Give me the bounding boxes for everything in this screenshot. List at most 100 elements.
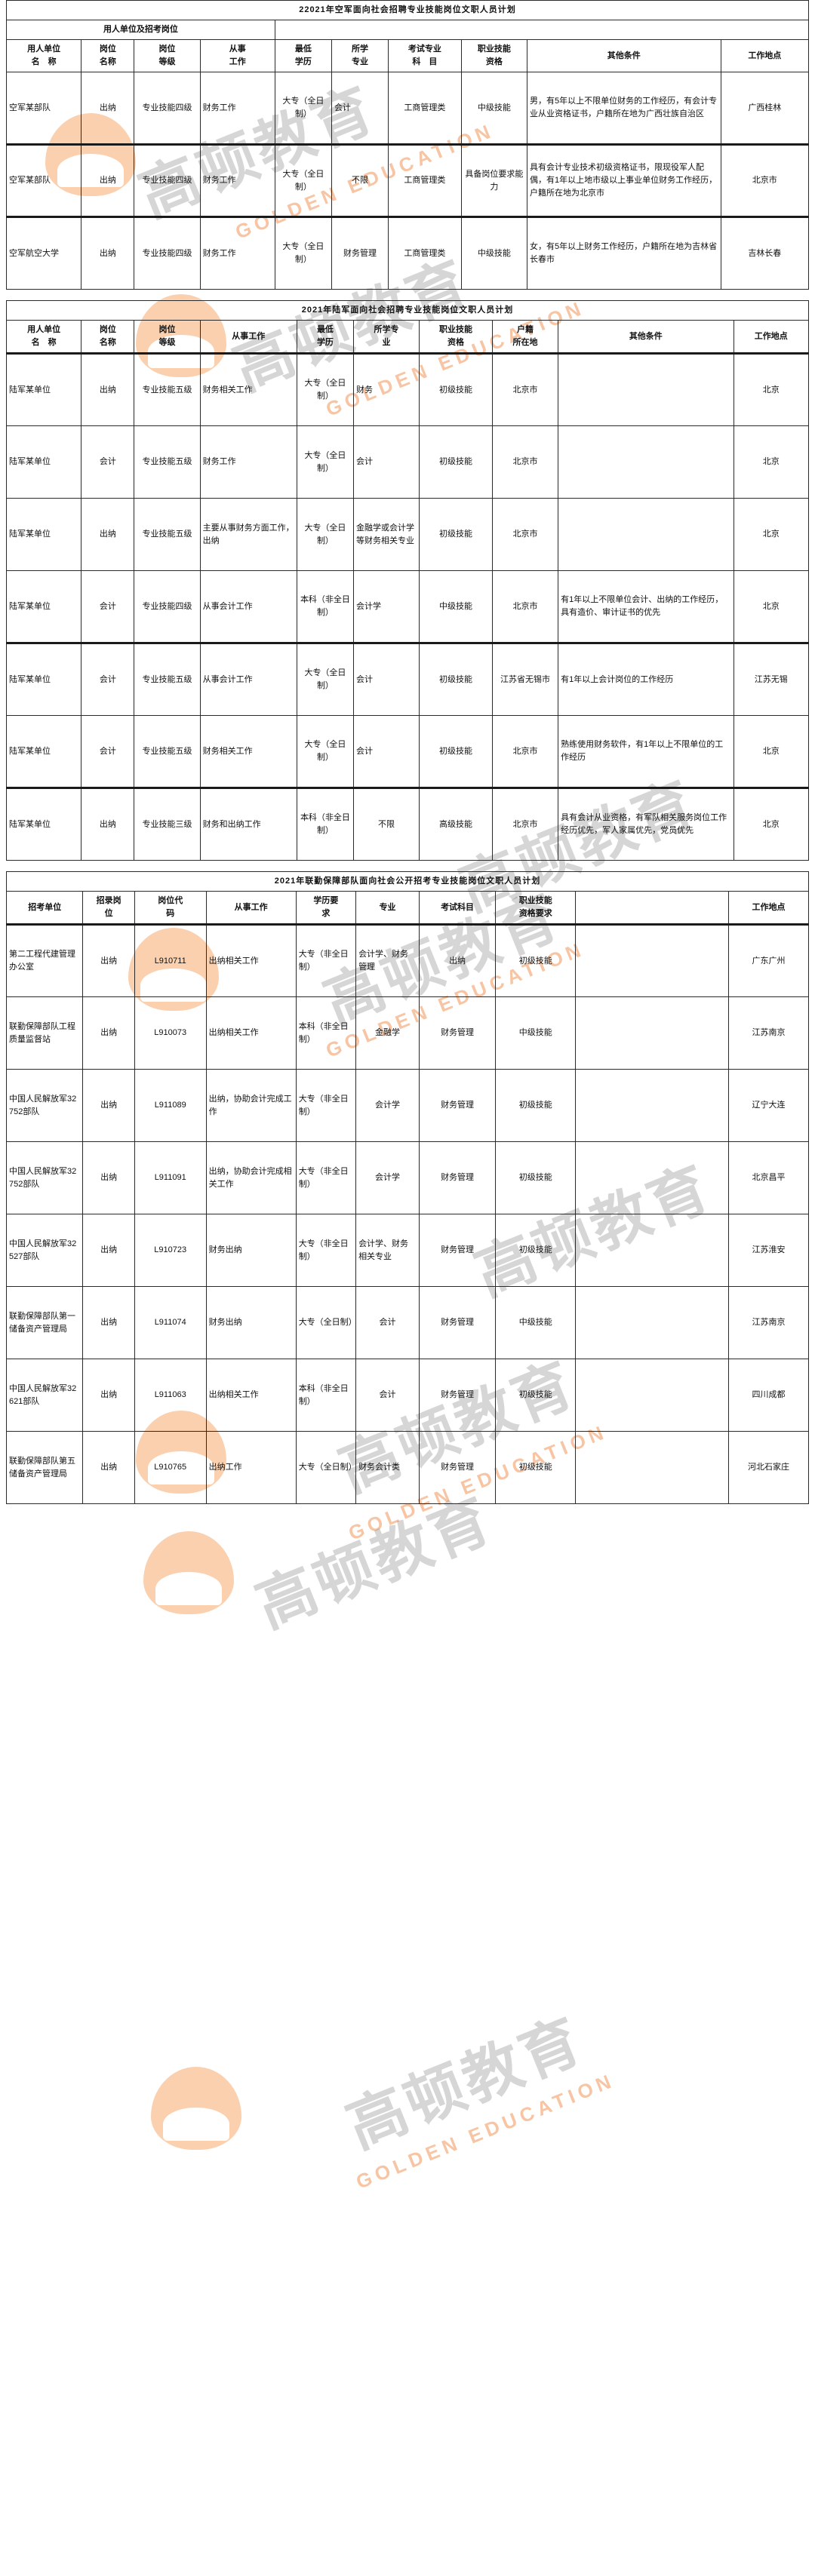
cell-hukou: 北京市 <box>491 715 559 789</box>
cell-education: 大专（非全日制） <box>295 1214 357 1288</box>
cell-work: 从事会计工作 <box>199 643 297 717</box>
cell-work: 财务出纳 <box>205 1214 297 1288</box>
col-recruit-post: 招录岗位 <box>82 891 135 926</box>
cell-major: 会计 <box>352 643 420 717</box>
cell-post-name: 出纳 <box>81 353 135 427</box>
cell-location: 北京 <box>733 498 810 572</box>
cell-skill-cert: 中级技能 <box>460 72 527 146</box>
cell-education: 大专（全日制） <box>295 1431 357 1505</box>
cell-other: 男，有5年以上不限单位财务的工作经历，有会计专业从业资格证书，户籍所在地为广西壮… <box>526 72 721 146</box>
cell-location: 辽宁大连 <box>728 1069 809 1143</box>
cell-location: 江苏南京 <box>728 996 809 1070</box>
cell-major: 不限 <box>331 144 389 218</box>
cell-other: 具有会计专业技术初级资格证书，限现役军人配偶，有1年以上地市级以上事业单位财务工… <box>526 144 721 218</box>
cell-work: 主要从事财务方面工作，出纳 <box>199 498 297 572</box>
watermark-logo-5 <box>143 1531 234 1614</box>
cell-skill-cert: 初级技能 <box>419 498 493 572</box>
cell-unit: 中国人民解放军32752部队 <box>5 1069 84 1143</box>
table-row: 陆军某单位 会计 专业技能五级 财务相关工作 大专（全日制） 会计 初级技能 北… <box>5 715 810 789</box>
cell-skill-cert: 初级技能 <box>495 1431 577 1505</box>
cell-work: 出纳相关工作 <box>205 996 297 1070</box>
cell-hukou: 北京市 <box>491 570 559 644</box>
cell-location: 广东广州 <box>728 924 809 998</box>
cell-other <box>558 353 734 427</box>
cell-other: 熟练使用财务软件，有1年以上不限单位的工作经历 <box>558 715 734 789</box>
cell-location: 北京昌平 <box>728 1141 809 1215</box>
cell-major: 金融学 <box>355 996 420 1070</box>
cell-education: 大专（全日制） <box>296 643 354 717</box>
cell-education: 本科（非全日制） <box>295 996 357 1070</box>
cell-education: 本科（非全日制） <box>296 570 354 644</box>
cell-post-level: 专业技能五级 <box>134 425 201 499</box>
cell-post-code: L911074 <box>134 1286 207 1360</box>
col-education: 学历要求 <box>295 891 357 926</box>
cell-location: 四川成都 <box>728 1359 809 1432</box>
cell-work: 出纳工作 <box>205 1431 297 1505</box>
cell-location: 河北石家庄 <box>728 1431 809 1505</box>
cell-skill-cert: 具备岗位要求能力 <box>460 144 527 218</box>
page-title-joint: 2021年联勤保障部队面向社会公开招考专业技能岗位文职人员计划 <box>6 871 809 892</box>
cell-work: 出纳相关工作 <box>205 924 297 998</box>
col-skill-cert: 职业技能 资格 <box>419 320 493 355</box>
table-row: 中国人民解放军32527部队 出纳 L910723 财务出纳 大专（非全日制） … <box>5 1214 809 1288</box>
cell-location: 吉林长春 <box>720 216 810 290</box>
cell-unit: 陆军某单位 <box>5 643 82 717</box>
cell-location: 北京 <box>733 570 810 644</box>
column-header-row: 招考单位 招录岗位 岗位代码 从事工作 学历要求 专业 考试科目 职业技能 资格要… <box>5 891 809 926</box>
cell-education: 大专（全日制） <box>296 353 354 427</box>
table-gap <box>0 290 815 300</box>
cell-other <box>575 1214 729 1288</box>
cell-post-level: 专业技能五级 <box>134 498 201 572</box>
cell-education: 大专（全日制） <box>296 425 354 499</box>
col-location: 工作地点 <box>733 320 810 355</box>
watermark-cn-7: 高顿教育 <box>247 1485 502 1640</box>
cell-post-name: 会计 <box>81 715 135 789</box>
cell-unit: 联勤保障部队工程质量监督站 <box>5 996 84 1070</box>
cell-skill-cert: 中级技能 <box>495 996 577 1070</box>
cell-skill-cert: 初级技能 <box>419 353 493 427</box>
cell-hukou: 北京市 <box>491 788 559 861</box>
cell-post-code: L910711 <box>134 924 207 998</box>
col-skill-cert: 职业技能 资格 <box>460 39 527 73</box>
cell-skill-cert: 初级技能 <box>495 1069 577 1143</box>
watermark-logo-6 <box>151 2067 241 2150</box>
cell-skill-cert: 中级技能 <box>419 570 493 644</box>
cell-skill-cert: 初级技能 <box>495 1359 577 1432</box>
cell-post-name: 出纳 <box>81 498 135 572</box>
cell-other: 有1年以上会计岗位的工作经历 <box>558 643 734 717</box>
cell-unit: 空军某部队 <box>5 144 82 218</box>
cell-unit: 陆军某单位 <box>5 570 82 644</box>
cell-hukou: 北京市 <box>491 498 559 572</box>
cell-major: 会计学、财务相关专业 <box>355 1214 420 1288</box>
col-work: 从事工作 <box>199 320 297 355</box>
cell-post-name: 出纳 <box>82 924 135 998</box>
cell-post-code: L911063 <box>134 1359 207 1432</box>
col-skill-cert: 职业技能 资格要求 <box>495 891 577 926</box>
cell-other <box>558 498 734 572</box>
cell-post-code: L911091 <box>134 1141 207 1215</box>
cell-unit: 陆军某单位 <box>5 788 82 861</box>
cell-exam-subject: 财务管理 <box>418 1214 497 1288</box>
cell-other <box>575 924 729 998</box>
cell-education: 本科（非全日制） <box>295 1359 357 1432</box>
watermark-en-5: GOLDEN EDUCATION <box>352 2068 619 2194</box>
cell-unit: 陆军某单位 <box>5 425 82 499</box>
cell-unit: 联勤保障部队第五储备资产管理局 <box>5 1431 84 1505</box>
cell-work: 财务相关工作 <box>199 353 297 427</box>
cell-post-code: L910723 <box>134 1214 207 1288</box>
table-row: 陆军某单位 会计 专业技能五级 从事会计工作 大专（全日制） 会计 初级技能 江… <box>5 643 810 717</box>
cell-work: 财务工作 <box>199 425 297 499</box>
cell-exam-subject: 工商管理类 <box>387 216 462 290</box>
cell-unit: 中国人民解放军32621部队 <box>5 1359 84 1432</box>
cell-unit: 中国人民解放军32527部队 <box>5 1214 84 1288</box>
table-army-plan: 2021年陆军面向社会招聘专业技能岗位文职人员计划 用人单位名 称 岗位 名称 岗… <box>5 300 810 861</box>
cell-major: 会计学、财务管理 <box>355 924 420 998</box>
cell-post-code: L911089 <box>134 1069 207 1143</box>
cell-post-name: 出纳 <box>81 144 135 218</box>
table-airforce-plan: 22021年空军面向社会招聘专业技能岗位文职人员计划 用人单位及招考岗位 用人单… <box>5 0 810 290</box>
cell-post-level: 专业技能五级 <box>134 353 201 427</box>
cell-exam-subject: 财务管理 <box>418 1359 497 1432</box>
cell-skill-cert: 初级技能 <box>419 643 493 717</box>
table-row: 空军某部队 出纳 专业技能四级 财务工作 大专（全日制） 会计 工商管理类 中级… <box>5 72 810 146</box>
cell-other <box>575 1069 729 1143</box>
